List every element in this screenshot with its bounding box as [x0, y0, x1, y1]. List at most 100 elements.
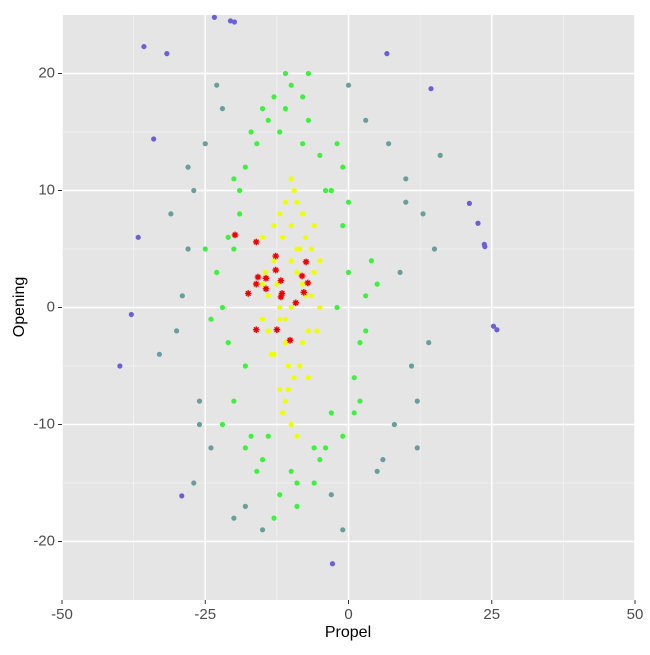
- point: [288, 223, 294, 229]
- point: [317, 258, 323, 264]
- point: [311, 445, 317, 451]
- point: [340, 527, 346, 533]
- star-point: [252, 238, 260, 246]
- y-tick-label: 0: [47, 298, 55, 315]
- point: [262, 269, 269, 275]
- point: [265, 433, 271, 439]
- star-point: [252, 280, 260, 288]
- star-point: [277, 293, 285, 301]
- point: [208, 445, 214, 451]
- point: [311, 223, 317, 229]
- point: [305, 375, 311, 381]
- point: [288, 258, 294, 264]
- point: [168, 211, 174, 217]
- point: [288, 82, 294, 88]
- point: [141, 43, 147, 50]
- star-point: [244, 290, 252, 297]
- y-tick-label: -10: [33, 415, 55, 432]
- point: [294, 433, 300, 439]
- point: [185, 164, 191, 170]
- point: [380, 457, 386, 463]
- x-tick-label: 50: [627, 606, 644, 623]
- point: [345, 199, 352, 205]
- point: [466, 200, 473, 206]
- point: [231, 176, 237, 182]
- point: [280, 410, 286, 416]
- point: [196, 398, 203, 404]
- point: [363, 117, 369, 123]
- point: [291, 375, 297, 381]
- star-point: [254, 273, 262, 281]
- point: [254, 141, 260, 147]
- point: [285, 386, 291, 392]
- point: [300, 340, 306, 346]
- point: [271, 351, 277, 357]
- star-point: [286, 336, 294, 344]
- point: [328, 410, 334, 416]
- point: [368, 258, 375, 264]
- star-point: [304, 279, 312, 287]
- point: [317, 152, 323, 158]
- star-point: [298, 272, 306, 280]
- point: [211, 14, 218, 20]
- point: [285, 363, 291, 369]
- point: [428, 86, 434, 92]
- point: [431, 246, 438, 252]
- point: [248, 129, 254, 135]
- point: [300, 281, 306, 287]
- point: [334, 141, 340, 147]
- point: [231, 19, 238, 25]
- x-tick-label: 25: [483, 606, 500, 623]
- star-point: [273, 326, 281, 334]
- point: [314, 328, 320, 334]
- point: [345, 82, 352, 88]
- point: [397, 269, 403, 275]
- point: [408, 363, 415, 369]
- point: [357, 340, 363, 346]
- point: [259, 234, 266, 240]
- point: [196, 421, 203, 428]
- point: [265, 117, 271, 123]
- point: [437, 152, 443, 158]
- point: [300, 211, 306, 217]
- point: [282, 106, 289, 112]
- point: [475, 220, 481, 226]
- y-axis-label: Opening: [11, 277, 28, 338]
- star-point: [262, 274, 270, 282]
- point: [311, 269, 317, 275]
- point: [274, 281, 280, 287]
- point: [363, 328, 369, 334]
- point: [219, 106, 226, 112]
- point: [164, 51, 170, 57]
- point: [225, 340, 231, 346]
- point: [311, 480, 317, 486]
- point: [305, 328, 311, 334]
- x-tick-label: -25: [194, 606, 216, 623]
- point: [345, 269, 352, 275]
- point: [191, 187, 197, 194]
- point: [403, 199, 409, 205]
- point: [271, 223, 277, 229]
- point: [271, 258, 277, 264]
- point: [328, 187, 334, 194]
- point: [219, 421, 226, 428]
- point: [277, 386, 283, 392]
- point: [179, 493, 185, 499]
- star-point: [300, 288, 308, 296]
- point: [363, 293, 369, 299]
- point: [322, 187, 329, 194]
- point: [340, 433, 346, 439]
- star-point: [302, 258, 310, 266]
- y-tick-label: 10: [38, 181, 55, 198]
- point: [288, 421, 294, 428]
- point: [231, 246, 237, 252]
- point: [340, 164, 346, 170]
- point: [282, 199, 289, 205]
- x-tick-label: -50: [51, 606, 73, 623]
- point: [282, 70, 289, 77]
- point: [259, 106, 266, 112]
- point: [482, 244, 488, 250]
- point: [208, 316, 214, 322]
- point: [420, 211, 426, 217]
